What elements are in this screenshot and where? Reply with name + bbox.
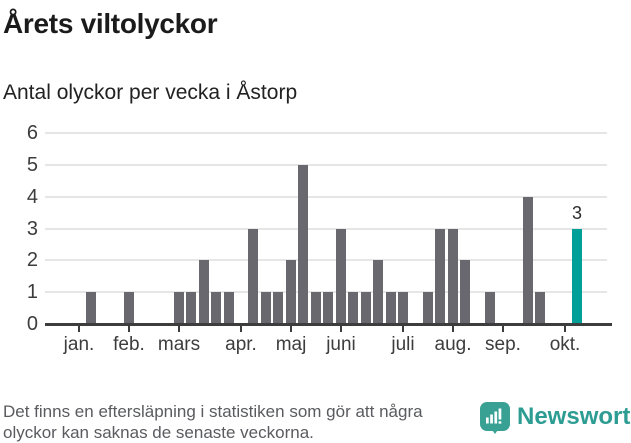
bar <box>261 292 271 324</box>
highlight-bar <box>572 229 582 324</box>
y-axis-tick-label: 0 <box>26 313 38 335</box>
bar <box>523 197 533 324</box>
bar <box>86 292 96 324</box>
bar <box>124 292 134 324</box>
bar <box>186 292 196 324</box>
y-axis-tick-label: 5 <box>26 154 38 176</box>
x-axis-tick-label: maj <box>275 334 307 355</box>
y-axis-tick-label: 6 <box>26 122 38 144</box>
bar <box>248 229 258 324</box>
gridline <box>45 196 607 198</box>
bar <box>323 292 333 324</box>
bar <box>423 292 433 324</box>
x-axis-line <box>45 323 612 326</box>
x-axis-tick <box>240 326 242 332</box>
x-axis-tick-label: apr. <box>225 334 257 355</box>
page-title: Årets viltolyckor <box>3 8 218 39</box>
x-axis-tick <box>128 326 130 332</box>
bar <box>535 292 545 324</box>
footnote-line: olyckor kan saknas de senaste veckorna. <box>3 423 314 442</box>
bar <box>386 292 396 324</box>
bar <box>174 292 184 324</box>
gridline <box>45 228 607 230</box>
footnote-line: Det finns en eftersläpning i statistiken… <box>3 402 423 421</box>
x-axis-tick <box>564 326 566 332</box>
x-axis-tick-label: aug. <box>434 334 472 355</box>
footnote: Det finns en eftersläpning i statistiken… <box>3 401 423 443</box>
x-axis-tick-label: juni <box>326 334 356 355</box>
x-axis-tick-label: juli <box>391 334 415 355</box>
bar <box>448 229 458 324</box>
x-axis-tick <box>290 326 292 332</box>
bar <box>311 292 321 324</box>
bar <box>435 229 445 324</box>
x-axis-tick-label: sep. <box>485 334 521 355</box>
bar <box>361 292 371 324</box>
gridline <box>45 164 607 166</box>
bar <box>211 292 221 324</box>
gridline <box>45 259 607 261</box>
x-axis-tick <box>452 326 454 332</box>
bar <box>224 292 234 324</box>
bar <box>286 260 296 324</box>
highlight-value-label: 3 <box>571 203 582 223</box>
bar-chart-speech-bubble-icon <box>480 402 510 434</box>
bar <box>485 292 495 324</box>
x-axis-tick <box>78 326 80 332</box>
bar <box>460 260 470 324</box>
bar <box>273 292 283 324</box>
bar <box>298 165 308 324</box>
x-axis-tick <box>178 326 180 332</box>
x-axis-tick-label: jan. <box>63 334 95 355</box>
x-axis-tick-label: mars <box>157 334 201 355</box>
newsworthy-logo[interactable]: Newsworthy <box>479 400 631 437</box>
chart-subtitle: Antal olyckor per vecka i Åstorp <box>3 81 298 104</box>
brand-name: Newsworthy <box>517 403 631 430</box>
x-axis-tick <box>502 326 504 332</box>
bar <box>199 260 209 324</box>
gridline <box>45 132 607 134</box>
x-axis-tick-label: feb. <box>113 334 145 355</box>
bar <box>336 229 346 324</box>
x-axis-tick-label: okt. <box>549 334 581 355</box>
y-axis-tick-label: 4 <box>26 186 38 208</box>
bar <box>373 260 383 324</box>
x-axis-tick <box>402 326 404 332</box>
y-axis-tick-label: 3 <box>26 218 38 240</box>
y-axis-tick-label: 1 <box>26 281 38 303</box>
x-axis-tick <box>340 326 342 332</box>
y-axis-tick-label: 2 <box>26 249 38 271</box>
bar <box>348 292 358 324</box>
bar <box>398 292 408 324</box>
